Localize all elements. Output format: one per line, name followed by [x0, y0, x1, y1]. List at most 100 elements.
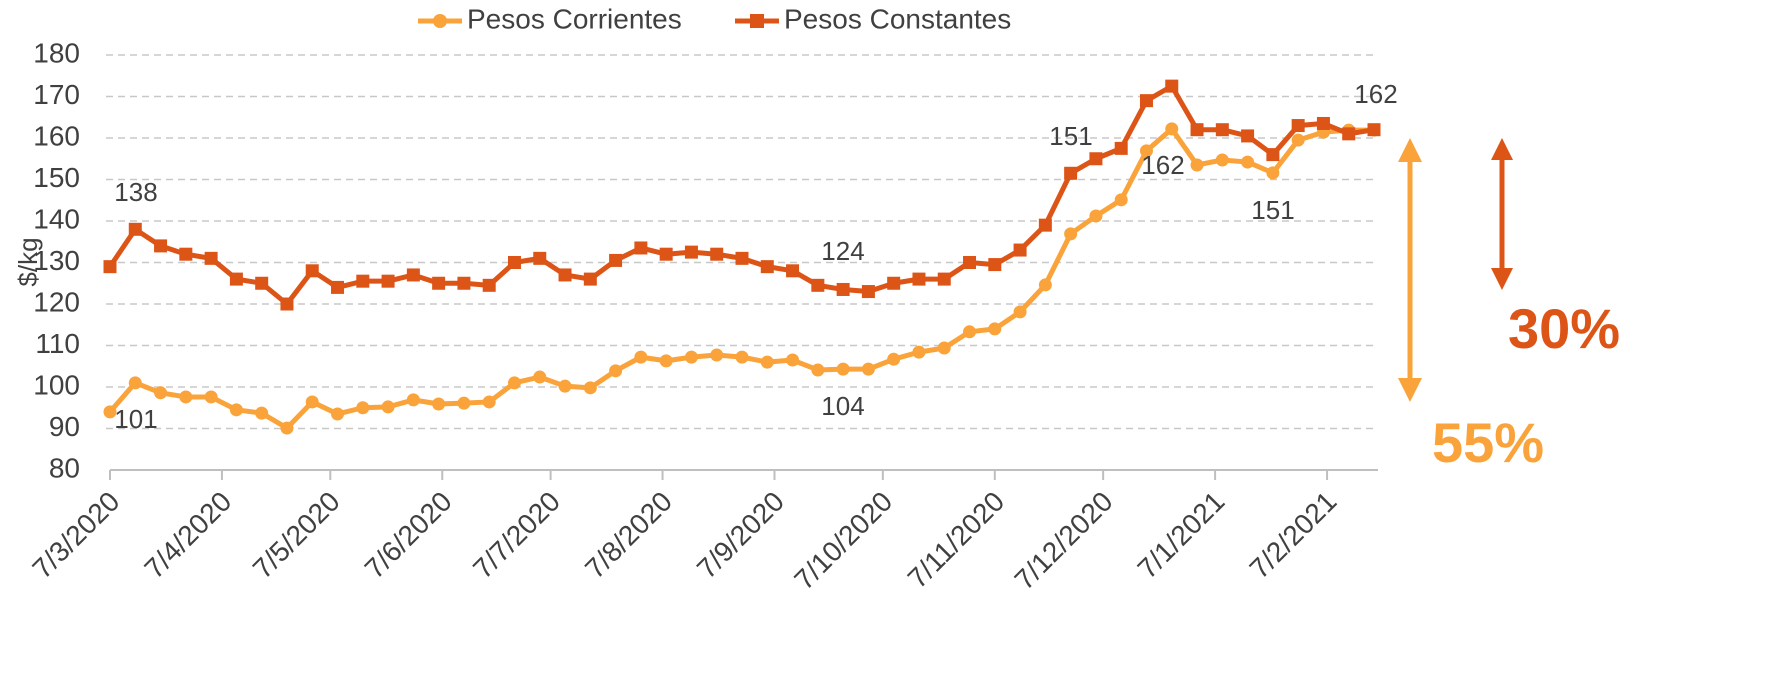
- marker: [229, 403, 243, 417]
- marker: [128, 376, 142, 390]
- marker: [1266, 148, 1280, 162]
- marker: [1064, 166, 1078, 180]
- x-tick-label: 7/10/2020: [788, 486, 898, 596]
- marker: [735, 251, 749, 265]
- marker: [609, 364, 623, 378]
- marker: [381, 274, 395, 288]
- y-tick-label: 140: [33, 203, 80, 234]
- marker: [457, 396, 471, 410]
- marker: [1114, 193, 1128, 207]
- marker: [432, 276, 446, 290]
- marker: [558, 268, 572, 282]
- marker: [331, 280, 345, 294]
- marker: [887, 276, 901, 290]
- marker: [1241, 129, 1255, 143]
- marker: [760, 260, 774, 274]
- marker: [1139, 144, 1153, 158]
- marker: [1064, 227, 1078, 241]
- marker: [634, 241, 648, 255]
- legend-marker: [433, 14, 447, 28]
- marker: [128, 222, 142, 236]
- x-tick-label: 7/8/2020: [579, 486, 678, 585]
- marker: [659, 354, 673, 368]
- marker: [1139, 94, 1153, 108]
- marker: [760, 355, 774, 369]
- arrow-head: [1491, 138, 1513, 160]
- marker: [255, 406, 269, 420]
- marker: [583, 272, 597, 286]
- marker: [1013, 243, 1027, 257]
- marker: [710, 348, 724, 362]
- annotation: 151: [1251, 195, 1294, 225]
- y-tick-label: 130: [33, 245, 80, 276]
- x-tick-label: 7/3/2020: [26, 486, 125, 585]
- marker: [912, 272, 926, 286]
- marker: [634, 350, 648, 364]
- marker: [836, 282, 850, 296]
- marker: [684, 245, 698, 259]
- annotation: 55%: [1432, 411, 1544, 474]
- marker: [1342, 127, 1356, 141]
- y-tick-label: 170: [33, 79, 80, 110]
- marker: [507, 256, 521, 269]
- marker: [533, 251, 547, 265]
- marker: [255, 276, 269, 290]
- marker: [684, 350, 698, 364]
- marker: [533, 370, 547, 384]
- marker: [1089, 209, 1103, 223]
- marker: [305, 264, 319, 278]
- x-tick-label: 7/7/2020: [467, 486, 566, 585]
- marker: [1266, 166, 1280, 180]
- y-tick-label: 100: [33, 369, 80, 400]
- marker: [735, 350, 749, 364]
- x-tick-label: 7/2/2021: [1244, 486, 1343, 585]
- annotation: 162: [1354, 79, 1397, 109]
- marker: [1089, 152, 1103, 166]
- marker: [1190, 123, 1204, 137]
- x-tick-label: 7/6/2020: [359, 486, 458, 585]
- y-tick-label: 80: [49, 452, 80, 483]
- legend-marker: [750, 14, 764, 28]
- marker: [406, 268, 420, 282]
- marker: [963, 256, 977, 269]
- marker: [381, 400, 395, 414]
- y-tick-label: 180: [33, 37, 80, 68]
- annotation: 101: [114, 404, 157, 434]
- x-tick-label: 7/9/2020: [691, 486, 790, 585]
- marker: [229, 272, 243, 286]
- y-axis-label: $/kg: [13, 237, 43, 286]
- marker: [1367, 123, 1381, 137]
- marker: [457, 276, 471, 290]
- marker: [204, 251, 218, 265]
- marker: [1190, 158, 1204, 172]
- marker: [179, 247, 193, 261]
- marker: [179, 390, 193, 404]
- marker: [786, 264, 800, 278]
- marker: [1038, 218, 1052, 232]
- legend-label: Pesos Constantes: [784, 3, 1011, 34]
- marker: [963, 325, 977, 339]
- marker: [356, 274, 370, 288]
- series-line: [107, 83, 1375, 307]
- marker: [280, 297, 294, 311]
- marker: [103, 260, 117, 274]
- y-tick-label: 120: [33, 286, 80, 317]
- y-tick-label: 150: [33, 162, 80, 193]
- legend-label: Pesos Corrientes: [467, 3, 682, 34]
- x-tick-label: 7/12/2020: [1009, 486, 1119, 596]
- marker: [331, 407, 345, 421]
- x-tick-label: 7/11/2020: [902, 486, 1011, 595]
- marker: [154, 239, 168, 253]
- marker: [1215, 153, 1229, 167]
- marker: [558, 379, 572, 393]
- annotation: 104: [821, 391, 864, 421]
- marker: [710, 247, 724, 261]
- y-tick-label: 160: [33, 120, 80, 151]
- marker: [912, 345, 926, 359]
- marker: [937, 341, 951, 355]
- marker: [305, 395, 319, 409]
- marker: [1013, 305, 1027, 319]
- marker: [887, 352, 901, 366]
- y-tick-label: 110: [35, 328, 80, 359]
